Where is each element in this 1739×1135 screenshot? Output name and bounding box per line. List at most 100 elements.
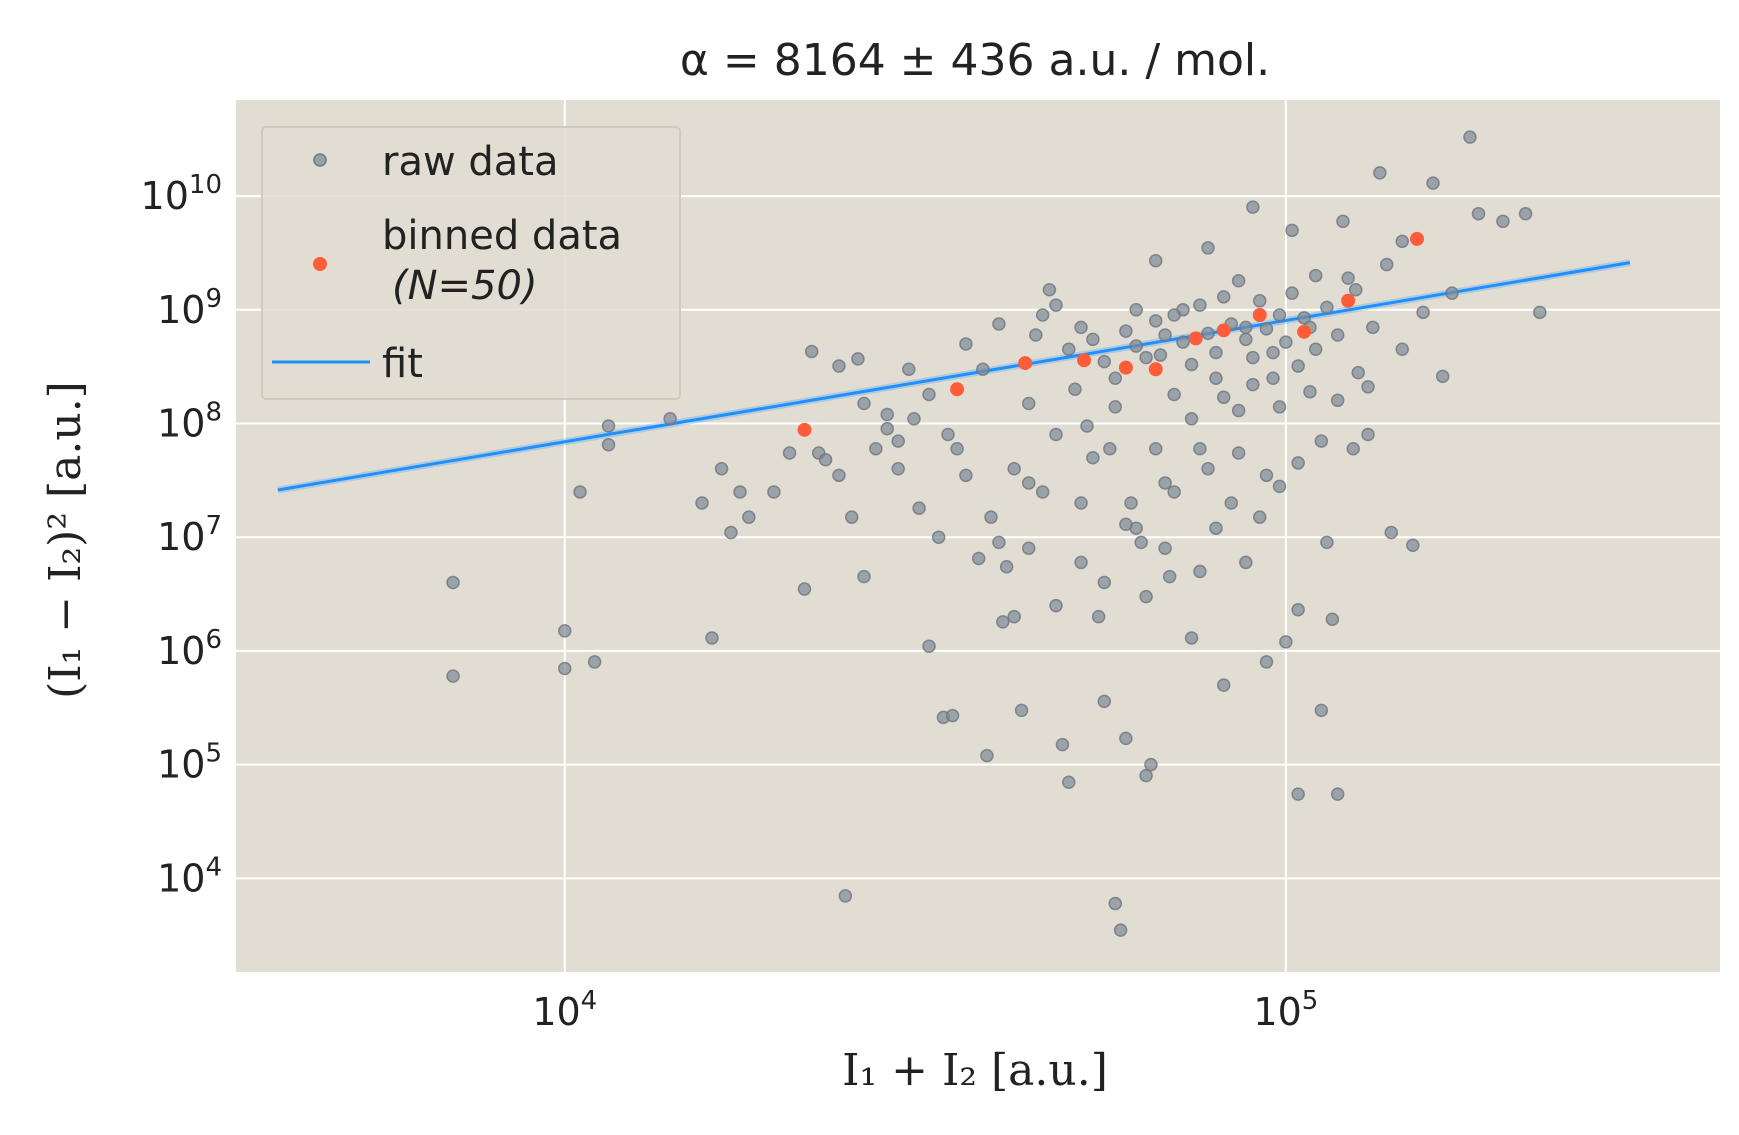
raw-data-point <box>922 639 936 653</box>
raw-data-point <box>1080 419 1094 433</box>
raw-data-point <box>992 317 1006 331</box>
raw-data-point <box>1224 496 1239 510</box>
raw-data-point <box>1097 354 1112 369</box>
raw-data-points <box>446 130 1547 937</box>
raw-data-point <box>1285 286 1299 300</box>
raw-data-point <box>1074 320 1088 335</box>
raw-data-point <box>999 559 1014 574</box>
raw-data-point <box>1074 496 1088 510</box>
raw-data-point <box>959 337 973 351</box>
raw-data-point <box>1062 342 1076 356</box>
raw-data-point <box>1129 339 1143 353</box>
raw-data-point <box>1108 896 1123 911</box>
binned-data-point <box>1077 353 1092 368</box>
raw-data-point <box>1330 787 1345 801</box>
raw-data-point <box>1279 335 1293 349</box>
raw-data-point <box>1007 609 1021 624</box>
y-tick-label: 105 <box>157 739 222 787</box>
binned-data-point <box>1409 231 1424 246</box>
raw-data-point <box>1184 357 1199 372</box>
raw-data-point <box>1097 575 1112 590</box>
raw-data-point <box>663 412 677 426</box>
raw-data-point <box>1314 434 1329 448</box>
y-tick-label: 109 <box>157 284 222 332</box>
x-axis-label: I₁ + I₂ [a.u.] <box>842 1045 1108 1096</box>
raw-data-point <box>857 396 871 411</box>
raw-data-point <box>1330 393 1345 408</box>
raw-data-point <box>1395 342 1409 356</box>
raw-data-point <box>1029 328 1043 342</box>
binned-data-point <box>1118 360 1133 375</box>
raw-data-point <box>1158 476 1172 490</box>
raw-data-point <box>931 530 946 544</box>
y-tick-labels: 104 105 106 107 108 109 1010 <box>141 170 222 900</box>
raw-data-point <box>1193 298 1207 312</box>
raw-data-point <box>1314 703 1329 718</box>
raw-data-point <box>1231 274 1246 288</box>
raw-data-point <box>446 669 460 683</box>
raw-data-point <box>1035 485 1050 499</box>
raw-data-point <box>1291 603 1305 617</box>
raw-data-point <box>587 655 602 669</box>
raw-data-point <box>1246 200 1260 214</box>
raw-data-point <box>1201 241 1215 255</box>
raw-data-point <box>1291 787 1305 801</box>
raw-data-point <box>1167 387 1181 402</box>
legend-fit-label: fit <box>382 341 423 387</box>
binned-data-point <box>1216 323 1231 338</box>
raw-data-point <box>695 496 709 510</box>
raw-data-point <box>1406 538 1420 552</box>
raw-data-point <box>1193 441 1207 456</box>
raw-data-point <box>922 387 936 402</box>
raw-data-point <box>446 575 460 590</box>
binned-data-point <box>797 422 812 437</box>
raw-data-point <box>891 434 905 448</box>
raw-data-point <box>1201 461 1215 476</box>
raw-data-point <box>1416 305 1430 320</box>
raw-data-point <box>782 446 797 460</box>
raw-data-point <box>1176 335 1190 349</box>
raw-data-point <box>1086 332 1100 347</box>
raw-data-point <box>1158 541 1172 555</box>
legend-binned-sublabel: (N=50) <box>392 263 538 309</box>
fit-line-layer <box>277 259 1631 494</box>
raw-data-point <box>1103 441 1117 456</box>
raw-data-point <box>1007 461 1021 476</box>
raw-data-point <box>1518 206 1533 221</box>
raw-data-point <box>880 421 894 436</box>
raw-data-point <box>733 485 747 499</box>
binned-data-point <box>1341 293 1356 308</box>
raw-data-point <box>1148 441 1163 456</box>
raw-data-point <box>1346 441 1360 456</box>
binned-data-points <box>797 231 1424 437</box>
raw-data-point <box>1108 371 1123 386</box>
y-tick-label: 107 <box>157 511 222 559</box>
raw-data-point <box>804 344 819 359</box>
raw-data-point <box>1216 390 1231 405</box>
raw-data-point <box>880 407 894 422</box>
raw-data-point <box>891 461 905 476</box>
raw-data-point <box>1336 214 1350 229</box>
raw-data-point <box>1379 257 1394 272</box>
binned-data-point <box>1188 331 1203 346</box>
raw-data-point <box>976 362 990 376</box>
raw-data-point <box>1291 456 1305 470</box>
raw-data-point <box>1086 450 1100 465</box>
raw-data-point <box>1074 555 1088 570</box>
raw-data-point <box>1291 359 1305 373</box>
raw-data-point <box>1341 271 1355 285</box>
raw-data-point <box>902 362 916 376</box>
raw-data-point <box>705 631 719 645</box>
raw-data-point <box>1167 308 1181 322</box>
raw-data-point <box>1158 328 1172 342</box>
raw-data-point <box>1119 517 1133 531</box>
raw-data-point <box>869 441 883 456</box>
raw-data-point <box>1134 535 1148 550</box>
raw-data-point <box>1320 300 1334 315</box>
raw-data-point <box>1351 365 1365 380</box>
raw-data-point <box>601 438 616 452</box>
raw-data-point <box>1285 223 1299 238</box>
raw-data-point <box>907 412 921 426</box>
y-tick-label: 1010 <box>141 170 222 218</box>
